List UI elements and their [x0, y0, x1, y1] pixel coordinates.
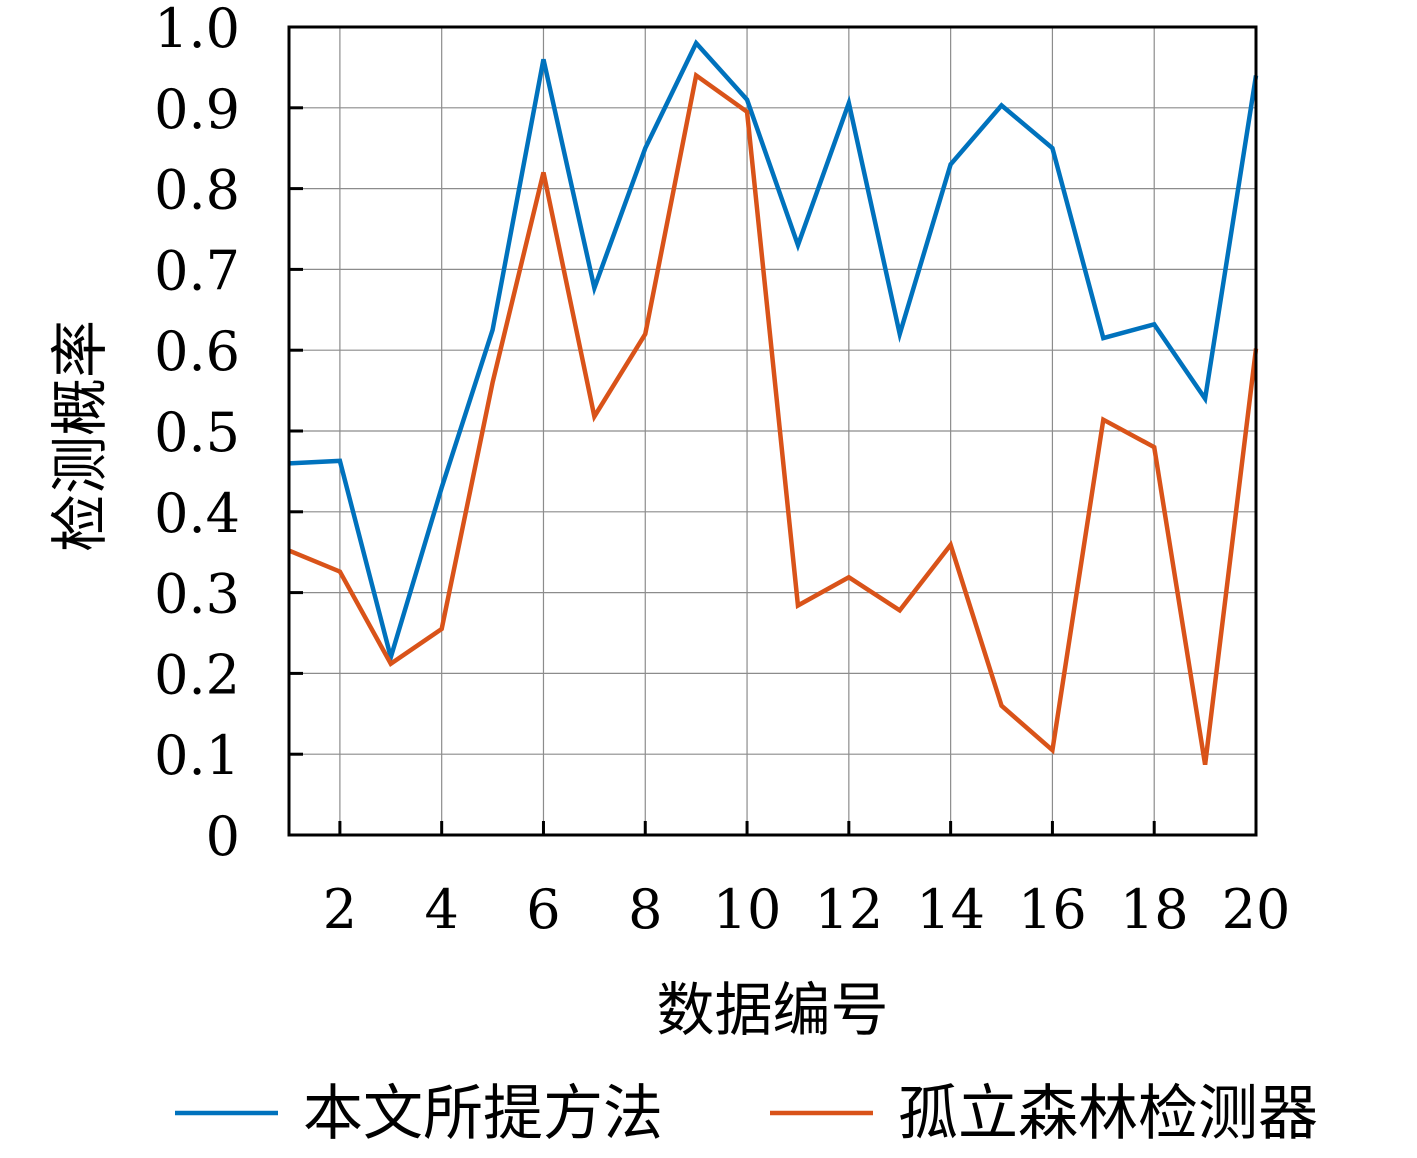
x-tick-label: 4	[425, 878, 459, 941]
y-tick-label: 0.4	[154, 482, 240, 545]
legend-label-1: 本文所提方法	[303, 1079, 663, 1149]
x-tick-label: 18	[1120, 878, 1189, 941]
x-tick-label: 14	[916, 878, 985, 941]
y-tick-label: 0.7	[154, 239, 240, 302]
y-tick-label: 0.2	[154, 643, 240, 706]
y-tick-label: 0.8	[154, 159, 240, 222]
x-tick-label: 2	[323, 878, 357, 941]
y-tick-label: 0	[206, 805, 240, 868]
x-axis-title: 数据编号	[656, 976, 888, 1044]
y-tick-label: 0.9	[154, 78, 240, 141]
x-tick-label: 20	[1222, 878, 1291, 941]
legend-label-2: 孤立森林检测器	[898, 1079, 1318, 1149]
legend: 本文所提方法 孤立森林检测器	[175, 1079, 1318, 1149]
y-tick-label: 0.1	[154, 724, 240, 787]
series-line-2	[288, 71, 1259, 766]
y-tick-label: 0.6	[154, 320, 240, 383]
x-tick-label: 12	[814, 878, 883, 941]
y-axis-title: 检测概率	[46, 320, 114, 552]
y-tick-label: 0.3	[154, 563, 240, 626]
x-tick-label: 8	[628, 878, 662, 941]
x-tick-label: 10	[713, 878, 782, 941]
grid-lines	[289, 26, 1257, 836]
x-tick-label: 6	[526, 878, 560, 941]
axis-ticks	[289, 25, 1258, 837]
y-tick-label: 0.5	[154, 401, 240, 464]
x-axis-tick-labels: 2 4 6 8 10 12 14 16 18 20	[323, 878, 1291, 941]
series-line-1	[288, 39, 1259, 666]
x-tick-label: 16	[1018, 878, 1087, 941]
y-axis-tick-labels: 0 0.1 0.2 0.3 0.4 0.5 0.6 0.7 0.8 0.9 1.0	[154, 0, 240, 868]
y-tick-label: 1.0	[154, 0, 240, 60]
series-lines	[288, 39, 1259, 766]
